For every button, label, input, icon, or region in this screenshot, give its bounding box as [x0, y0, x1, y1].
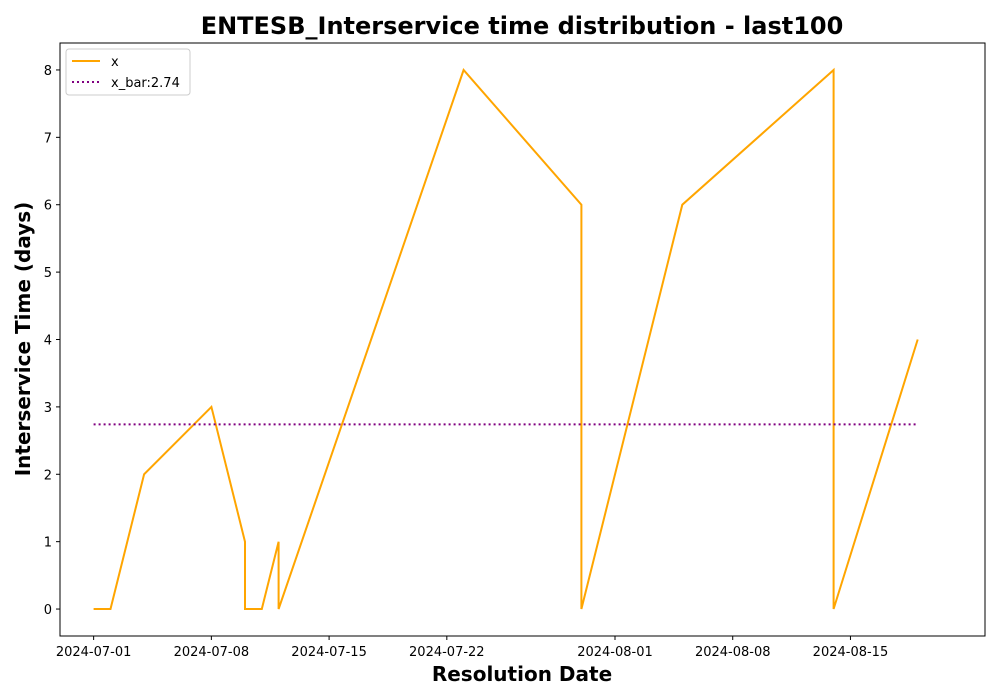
- plot-area: [59, 42, 986, 637]
- y-tick-label: 7: [44, 131, 52, 146]
- x-tick-label: 2024-07-01: [56, 645, 132, 660]
- x-tick-label: 2024-07-08: [174, 645, 250, 660]
- x-tick-label: 2024-08-08: [695, 645, 771, 660]
- y-axis: 0 1 2 3 4 5 6 7 8: [44, 64, 60, 618]
- legend-label-x: x: [111, 55, 119, 70]
- x-axis: 2024-07-01 2024-07-08 2024-07-15 2024-07-22…: [56, 636, 888, 660]
- y-tick-label: 5: [44, 266, 52, 281]
- y-tick-label: 6: [44, 199, 52, 214]
- legend: x x_bar:2.74: [65, 48, 191, 96]
- y-tick-label: 8: [44, 64, 52, 79]
- y-axis-label: Interservice Time (days): [11, 202, 35, 477]
- x-tick-label: 2024-08-01: [577, 645, 653, 660]
- x-axis-label: Resolution Date: [432, 662, 612, 686]
- y-tick-label: 2: [44, 468, 52, 483]
- legend-label-x-bar: x_bar:2.74: [111, 76, 180, 91]
- y-tick-label: 0: [44, 603, 52, 618]
- series-line-x: [93, 67, 919, 610]
- y-tick-label: 4: [44, 334, 52, 349]
- y-tick-label: 3: [44, 401, 52, 416]
- x-tick-label: 2024-08-15: [813, 645, 889, 660]
- x-tick-label: 2024-07-22: [409, 645, 485, 660]
- x-tick-label: 2024-07-15: [291, 645, 367, 660]
- series-layer: [93, 67, 919, 610]
- y-tick-label: 1: [44, 536, 52, 551]
- chart-title: ENTESB_Interservice time distribution - …: [201, 12, 844, 40]
